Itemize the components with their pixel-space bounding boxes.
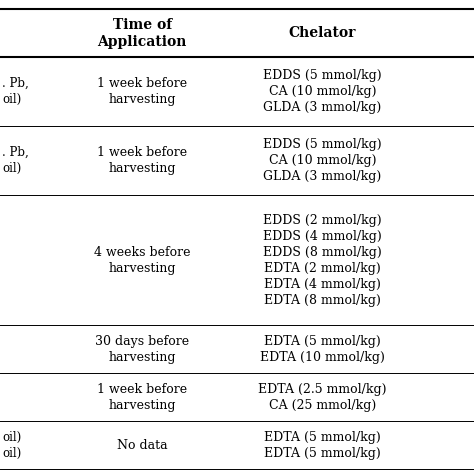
Text: Time of
Application: Time of Application <box>98 18 187 49</box>
Text: 4 weeks before
harvesting: 4 weeks before harvesting <box>94 246 191 274</box>
Text: EDDS (5 mmol/kg)
CA (10 mmol/kg)
GLDA (3 mmol/kg): EDDS (5 mmol/kg) CA (10 mmol/kg) GLDA (3… <box>263 69 382 114</box>
Text: . Pb,
oil): . Pb, oil) <box>2 146 29 175</box>
Text: 1 week before
harvesting: 1 week before harvesting <box>97 146 187 175</box>
Text: Chelator: Chelator <box>289 27 356 40</box>
Text: EDTA (5 mmol/kg)
EDTA (5 mmol/kg): EDTA (5 mmol/kg) EDTA (5 mmol/kg) <box>264 431 381 460</box>
Text: EDTA (2.5 mmol/kg)
CA (25 mmol/kg): EDTA (2.5 mmol/kg) CA (25 mmol/kg) <box>258 383 387 412</box>
Text: 1 week before
harvesting: 1 week before harvesting <box>97 77 187 106</box>
Text: EDDS (2 mmol/kg)
EDDS (4 mmol/kg)
EDDS (8 mmol/kg)
EDTA (2 mmol/kg)
EDTA (4 mmol: EDDS (2 mmol/kg) EDDS (4 mmol/kg) EDDS (… <box>263 214 382 307</box>
Text: 30 days before
harvesting: 30 days before harvesting <box>95 335 189 364</box>
Text: 1 week before
harvesting: 1 week before harvesting <box>97 383 187 412</box>
Text: No data: No data <box>117 439 167 452</box>
Text: EDDS (5 mmol/kg)
CA (10 mmol/kg)
GLDA (3 mmol/kg): EDDS (5 mmol/kg) CA (10 mmol/kg) GLDA (3… <box>263 138 382 183</box>
Text: EDTA (5 mmol/kg)
EDTA (10 mmol/kg): EDTA (5 mmol/kg) EDTA (10 mmol/kg) <box>260 335 385 364</box>
Text: . Pb,
oil): . Pb, oil) <box>2 77 29 106</box>
Text: oil)
oil): oil) oil) <box>2 431 22 460</box>
